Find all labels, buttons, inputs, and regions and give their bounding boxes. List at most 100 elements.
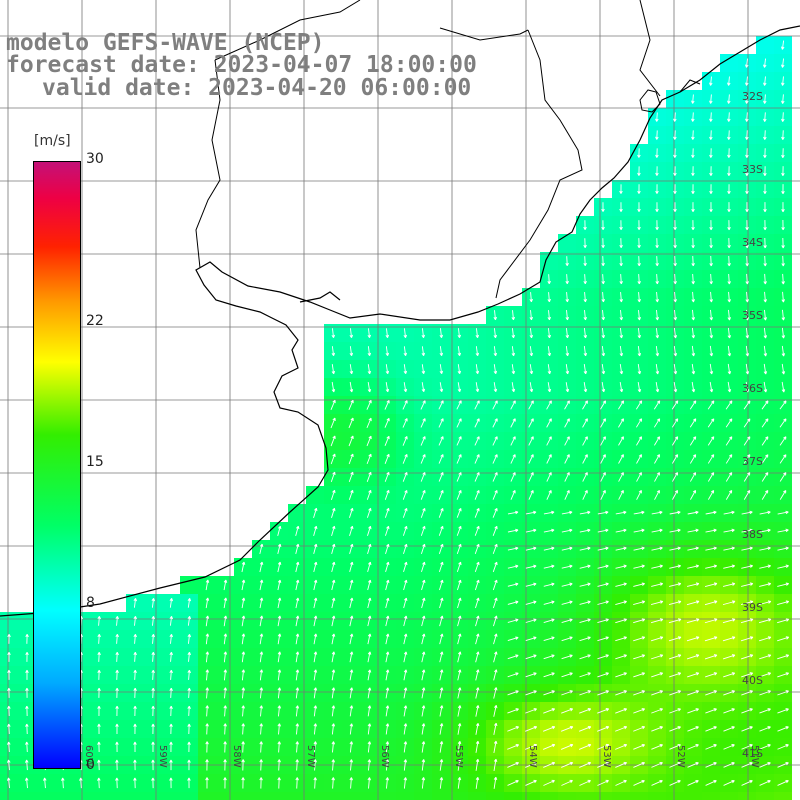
wind-cell <box>774 792 792 800</box>
wind-arrow <box>583 346 588 357</box>
wind-arrow <box>619 220 623 230</box>
wind-arrow <box>560 743 574 750</box>
wind-arrow <box>761 472 769 482</box>
wind-arrow <box>349 651 354 663</box>
wind-arrow <box>421 759 426 771</box>
wind-cell <box>108 792 126 800</box>
wind-arrow <box>579 510 591 515</box>
wind-cell <box>198 792 216 800</box>
wind-arrow <box>673 273 677 285</box>
wind-arrow <box>367 561 372 573</box>
wind-arrow <box>637 274 641 285</box>
wind-arrow <box>438 561 444 573</box>
wind-arrow <box>653 418 661 428</box>
wind-arrow <box>597 582 609 587</box>
wind-arrow <box>600 454 606 464</box>
wind-arrow <box>295 525 300 536</box>
wind-arrow <box>457 669 462 681</box>
wind-arrow <box>601 292 605 303</box>
wind-arrow <box>97 759 101 771</box>
wind-arrow <box>205 651 210 663</box>
wind-arrow <box>741 690 753 696</box>
wind-arrow <box>525 546 537 551</box>
wind-cell <box>450 792 468 800</box>
wind-arrow <box>709 76 713 86</box>
wind-arrow <box>439 633 444 645</box>
wind-arrow <box>619 274 623 285</box>
wind-arrow <box>763 309 768 321</box>
wind-arrow <box>241 723 245 735</box>
wind-arrow <box>547 310 551 321</box>
wind-arrow <box>687 510 699 515</box>
wind-arrow <box>313 651 318 663</box>
wind-arrow <box>439 669 444 681</box>
wind-arrow <box>615 743 628 750</box>
wind-arrow <box>759 654 772 660</box>
legend-tick-15: 15 <box>86 454 104 470</box>
wind-arrow <box>438 400 444 410</box>
wind-arrow <box>474 400 480 410</box>
wind-arrow <box>475 364 480 375</box>
wind-arrow <box>403 759 408 771</box>
wind-arrow <box>686 636 700 642</box>
wind-arrow <box>691 256 695 267</box>
wind-arrow <box>474 579 480 591</box>
wind-arrow <box>439 687 444 699</box>
wind-arrow <box>241 597 246 609</box>
wind-arrow <box>403 328 408 338</box>
wind-arrow <box>349 633 354 645</box>
wind-arrow <box>402 436 408 446</box>
wind-arrow <box>761 400 769 410</box>
wind-cell <box>180 792 198 800</box>
wind-arrow <box>741 528 753 533</box>
wind-arrow <box>313 543 318 555</box>
wind-arrow <box>525 582 537 587</box>
wind-arrow <box>295 543 300 555</box>
wind-arrow <box>205 777 209 789</box>
wind-arrow <box>348 471 354 483</box>
wind-arrow <box>385 759 390 771</box>
wind-arrow <box>313 615 318 627</box>
wind-arrow <box>348 399 354 410</box>
wind-arrow <box>384 507 390 518</box>
wind-arrow <box>7 669 11 680</box>
wind-arrow <box>542 725 556 732</box>
wind-arrow <box>277 687 282 699</box>
wind-arrow <box>777 510 789 515</box>
wind-arrow <box>691 309 696 321</box>
wind-arrow <box>457 382 462 393</box>
wind-arrow <box>115 651 119 662</box>
wind-arrow <box>615 618 627 624</box>
wind-cell <box>756 792 774 800</box>
wind-arrow <box>759 690 771 696</box>
wind-arrow <box>655 202 659 212</box>
wind-arrow <box>705 762 717 768</box>
wind-arrow <box>457 346 462 357</box>
wind-arrow <box>205 687 209 699</box>
wind-arrow <box>637 363 642 375</box>
wind-arrow <box>543 618 555 623</box>
wind-arrow <box>619 184 623 194</box>
lon-label: 60W <box>83 745 94 768</box>
wind-arrow <box>385 346 390 357</box>
wind-arrow <box>348 435 354 447</box>
wind-arrow <box>615 761 628 768</box>
wind-arrow <box>492 561 498 573</box>
wind-arrow <box>669 546 681 551</box>
wind-arrow <box>403 579 408 591</box>
wind-arrow <box>295 705 300 717</box>
wind-arrow <box>385 364 390 375</box>
wind-arrow <box>402 418 408 428</box>
wind-arrow <box>579 690 591 696</box>
wind-arrow <box>781 220 785 231</box>
wind-arrow <box>331 633 336 645</box>
wind-arrow <box>583 328 588 339</box>
wind-arrow <box>561 528 573 533</box>
wind-arrow <box>740 636 754 642</box>
wind-arrow <box>330 399 336 411</box>
wind-arrow <box>366 453 372 465</box>
wind-arrow <box>546 418 552 428</box>
wind-arrow <box>669 779 681 786</box>
wind-arrow <box>561 654 573 660</box>
